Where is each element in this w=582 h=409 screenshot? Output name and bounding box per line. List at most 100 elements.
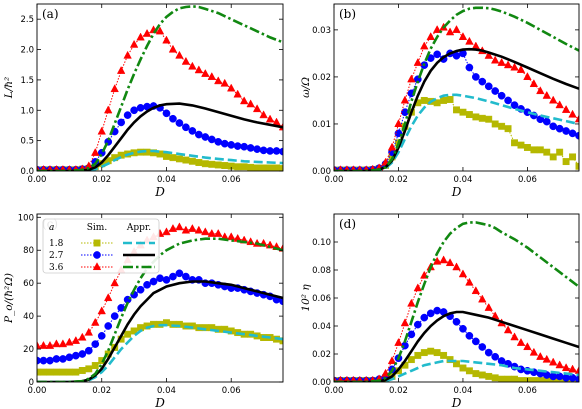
data-point-square <box>453 106 460 114</box>
data-point-square <box>498 375 506 382</box>
data-point-circle <box>84 346 93 355</box>
data-point-square <box>407 356 415 364</box>
axes-frame <box>333 3 580 172</box>
data-point-triangle <box>46 164 54 171</box>
y-axis-label: ω/Ω <box>300 77 312 98</box>
data-point-square <box>549 153 557 161</box>
data-point-square <box>485 372 493 380</box>
data-point-square <box>446 356 454 364</box>
data-point-circle <box>471 73 480 81</box>
data-point-triangle <box>458 269 468 278</box>
x-tick-label: 0.04 <box>157 386 176 396</box>
data-point-square <box>234 163 242 171</box>
data-point-circle <box>484 348 493 357</box>
data-point-circle <box>182 123 190 132</box>
x-tick-label: 0.06 <box>518 386 537 396</box>
data-point-square <box>504 375 512 382</box>
data-point-circle <box>39 356 48 365</box>
data-point-triangle <box>452 262 461 271</box>
data-point-triangle <box>555 360 564 369</box>
data-point-circle <box>220 139 229 148</box>
data-point-circle <box>484 82 493 91</box>
data-point-triangle <box>458 32 468 40</box>
data-point-square <box>182 156 190 164</box>
data-point-square <box>65 368 73 376</box>
data-point-triangle <box>529 347 539 356</box>
data-point-triangle <box>233 89 242 98</box>
data-point-circle <box>549 372 558 381</box>
data-point-triangle <box>246 237 255 246</box>
data-point-triangle <box>452 25 461 33</box>
data-point-triangle <box>356 375 364 382</box>
y-tick-label: 0.06 <box>312 294 331 304</box>
data-point-square <box>491 120 499 128</box>
data-point-circle <box>117 118 126 127</box>
legend: a Sim. Appr. 1.8 2.7 3.6 <box>42 218 160 274</box>
data-point-circle <box>272 147 281 155</box>
data-point-square <box>420 96 428 104</box>
data-point-circle <box>433 306 442 315</box>
data-point-triangle <box>110 278 119 287</box>
data-point-circle <box>478 343 487 351</box>
data-point-circle <box>78 350 87 358</box>
y-tick-label: 40 <box>23 312 34 322</box>
data-point-circle <box>240 142 249 151</box>
data-point-triangle <box>574 365 579 374</box>
data-point-triangle <box>561 363 571 372</box>
data-point-square <box>453 360 460 368</box>
y-tick-label: 1.0 <box>20 106 34 116</box>
data-point-square <box>253 164 261 171</box>
data-point-square <box>175 155 183 163</box>
data-point-square <box>465 111 473 118</box>
x-tick-label: 0.02 <box>389 175 408 185</box>
plot-area <box>37 222 283 382</box>
data-point-circle <box>471 337 480 346</box>
data-point-circle <box>253 145 261 153</box>
data-point-triangle <box>413 57 423 66</box>
data-point-circle <box>130 106 138 115</box>
data-point-triangle <box>84 327 94 336</box>
data-point-triangle <box>142 28 152 37</box>
data-point-triangle <box>337 375 344 382</box>
data-point-triangle <box>484 302 493 311</box>
y-tick-label: 0.03 <box>312 26 331 36</box>
legend-header-a: a <box>49 223 54 233</box>
data-point-circle <box>91 340 100 348</box>
data-point-triangle <box>343 165 350 171</box>
data-point-triangle <box>542 354 551 363</box>
data-point-triangle <box>78 332 87 341</box>
data-point-circle <box>110 312 119 320</box>
data-point-triangle <box>40 164 47 171</box>
data-point-square <box>530 377 538 382</box>
series-blue-circle-line <box>37 272 283 362</box>
panel-label: (a) <box>42 7 59 21</box>
data-point-square <box>511 375 518 382</box>
data-point-triangle <box>400 318 410 327</box>
data-point-circle <box>214 138 223 146</box>
data-point-triangle <box>214 228 223 237</box>
data-point-circle <box>59 355 67 363</box>
data-point-triangle <box>123 50 132 59</box>
y-tick-label: 0 <box>29 378 34 388</box>
data-point-circle <box>568 129 577 138</box>
panel-d: 0.00 0.02 0.04 0.06 0.00 0.02 0.04 0.06 0.08 0.10… <box>300 213 580 409</box>
data-point-circle <box>426 309 435 318</box>
data-point-circle <box>169 114 177 123</box>
y-axis-label: L/ħ² <box>3 77 15 99</box>
data-point-square <box>52 368 60 376</box>
data-point-circle <box>465 63 474 72</box>
y-tick-label: 0.02 <box>312 73 331 83</box>
data-point-triangle <box>568 364 577 373</box>
axes-frame <box>36 213 284 383</box>
data-point-triangle <box>420 41 429 50</box>
data-point-triangle <box>536 86 545 95</box>
data-point-triangle <box>394 337 403 346</box>
y-tick-label: 0.10 <box>312 238 331 248</box>
data-point-triangle <box>155 26 165 35</box>
data-point-triangle <box>168 223 178 232</box>
data-point-square <box>78 367 86 374</box>
data-point-triangle <box>103 293 113 302</box>
data-point-triangle <box>432 25 442 33</box>
data-point-square <box>472 113 480 121</box>
